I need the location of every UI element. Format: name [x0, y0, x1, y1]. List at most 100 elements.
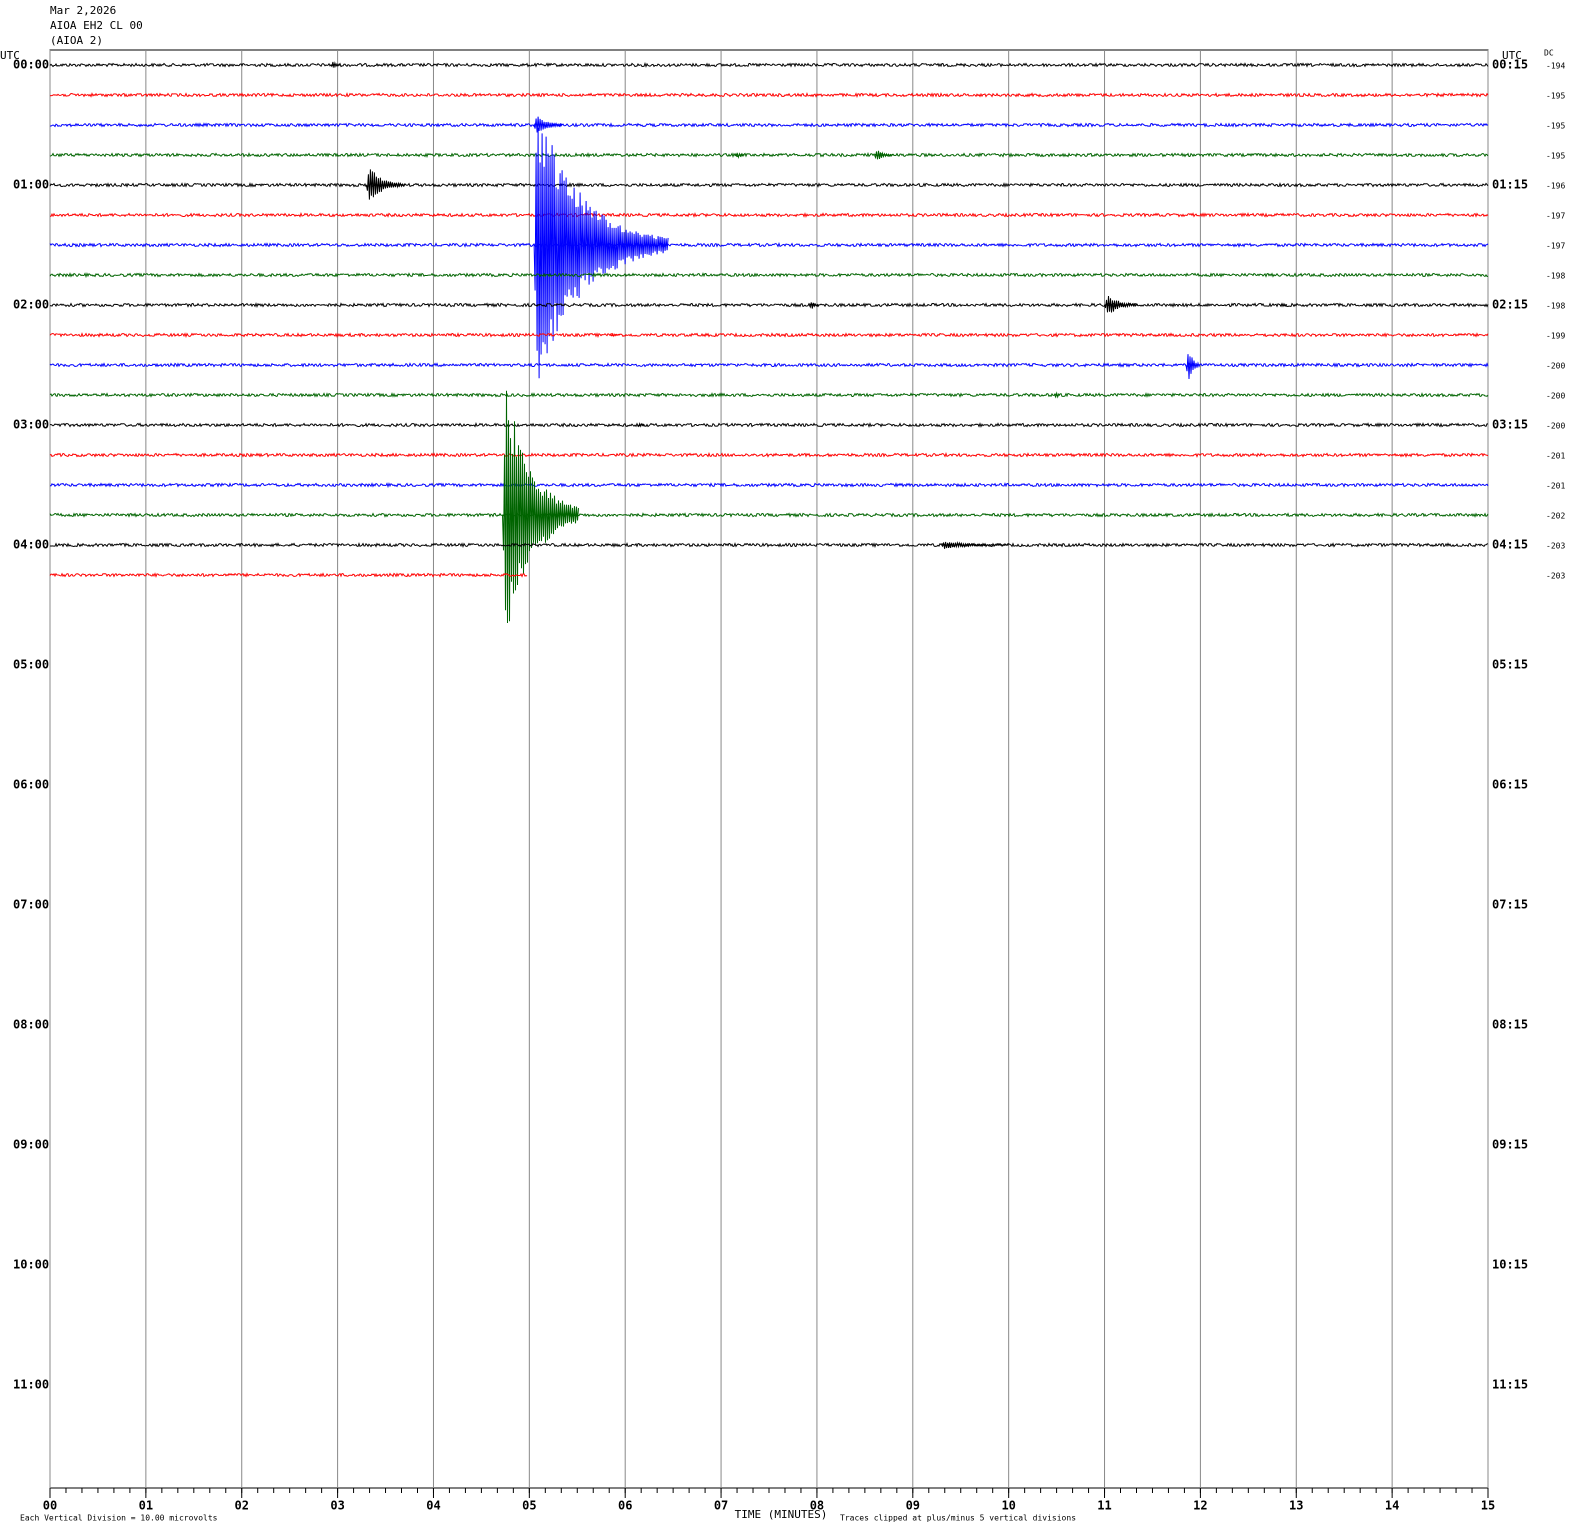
dc-title: DC [1544, 49, 1554, 58]
seismic-event [365, 169, 405, 200]
dc-label: -195 [1546, 152, 1565, 161]
x-tick-label: 10 [1001, 1499, 1015, 1513]
x-tick-label: 13 [1289, 1499, 1303, 1513]
x-tick-label: 03 [330, 1499, 344, 1513]
dc-label: -199 [1546, 332, 1565, 341]
right-time-label: 00:15 [1492, 58, 1528, 72]
header-line: Mar 2,2026 [50, 4, 116, 17]
trace [49, 542, 1489, 549]
seismic-event [533, 127, 669, 379]
trace [49, 152, 1489, 158]
left-time-label: 07:00 [13, 898, 49, 912]
seismic-event [874, 150, 894, 160]
right-time-label: 07:15 [1492, 898, 1528, 912]
x-tick-label: 06 [618, 1499, 632, 1513]
dc-label: -202 [1546, 512, 1565, 521]
left-time-label: 03:00 [13, 418, 49, 432]
dc-label: -198 [1546, 272, 1565, 281]
plot-frame [49, 49, 1489, 1489]
left-time-label: 05:00 [13, 658, 49, 672]
trace [49, 572, 528, 578]
right-time-label: 01:15 [1492, 178, 1528, 192]
x-tick-label: 15 [1481, 1499, 1495, 1513]
seismic-event [1279, 302, 1288, 308]
right-time-label: 09:15 [1492, 1138, 1528, 1152]
seismic-event [533, 116, 563, 133]
right-time-label: 06:15 [1492, 778, 1528, 792]
left-time-label: 09:00 [13, 1138, 49, 1152]
footer-right: Traces clipped at plus/minus 5 vertical … [840, 1514, 1076, 1523]
left-time-label: 11:00 [13, 1378, 49, 1392]
dc-label: -198 [1546, 302, 1565, 311]
trace [49, 512, 1489, 518]
left-time-label: 06:00 [13, 778, 49, 792]
seismic-event [1103, 295, 1138, 313]
trace [49, 451, 1489, 458]
right-time-label: 04:15 [1492, 538, 1528, 552]
dc-label: -200 [1546, 392, 1565, 401]
left-time-label: 02:00 [13, 298, 49, 312]
x-tick-label: 14 [1385, 1499, 1399, 1513]
seismic-event [808, 302, 819, 309]
dc-label: -197 [1546, 212, 1565, 221]
x-tick-label: 08 [810, 1499, 824, 1513]
right-time-label: 08:15 [1492, 1018, 1528, 1032]
dc-label: -203 [1546, 572, 1565, 581]
x-tick-label: 07 [714, 1499, 728, 1513]
dc-label: -201 [1546, 482, 1565, 491]
seismic-event [1185, 354, 1201, 380]
x-axis-title: TIME (MINUTES) [735, 1508, 828, 1521]
header-line: (AIOA 2) [50, 34, 103, 47]
seismic-event [502, 390, 579, 624]
x-tick-label: 12 [1193, 1499, 1207, 1513]
seismic-event [941, 541, 1009, 549]
left-axis-title: UTC [0, 49, 20, 62]
left-time-label: 08:00 [13, 1018, 49, 1032]
dc-label: -194 [1546, 62, 1565, 71]
right-time-label: 03:15 [1492, 418, 1528, 432]
right-time-label: 11:15 [1492, 1378, 1528, 1392]
x-tick-label: 04 [426, 1499, 440, 1513]
footer-left: Each Vertical Division = 10.00 microvolt… [20, 1514, 218, 1523]
x-tick-label: 05 [522, 1499, 536, 1513]
seismic-event [637, 422, 645, 428]
seismic-event [330, 61, 341, 68]
x-tick-label: 09 [906, 1499, 920, 1513]
trace [49, 422, 1488, 428]
dc-label: -200 [1546, 362, 1565, 371]
left-time-label: 04:00 [13, 538, 49, 552]
dc-label: -200 [1546, 422, 1565, 431]
trace [49, 302, 1489, 308]
dc-label: -203 [1546, 542, 1565, 551]
right-axis-title: UTC [1502, 49, 1522, 62]
trace [49, 241, 1489, 248]
right-time-label: 10:15 [1492, 1258, 1528, 1272]
right-time-label: 05:15 [1492, 658, 1528, 672]
trace [49, 182, 1489, 188]
trace [49, 332, 1489, 339]
header-line: AIOA EH2 CL 00 [50, 19, 143, 32]
dc-label: -195 [1546, 122, 1565, 131]
left-time-label: 01:00 [13, 178, 49, 192]
trace [49, 482, 1489, 489]
seismic-event [734, 152, 745, 160]
trace [49, 61, 1489, 68]
dc-label: -195 [1546, 92, 1565, 101]
dc-label: -201 [1546, 452, 1565, 461]
trace [49, 392, 1489, 398]
left-time-label: 00:00 [13, 58, 49, 72]
trace [49, 122, 1489, 128]
left-time-label: 10:00 [13, 1258, 49, 1272]
trace [49, 92, 1489, 98]
seismic-event [609, 332, 621, 338]
seismic-event [1054, 391, 1061, 399]
dc-label: -197 [1546, 242, 1565, 251]
right-time-label: 02:15 [1492, 298, 1528, 312]
trace [49, 272, 1489, 279]
x-tick-label: 00 [43, 1499, 57, 1513]
trace [50, 212, 1489, 218]
x-tick-label: 01 [139, 1499, 153, 1513]
dc-label: -196 [1546, 182, 1565, 191]
x-tick-label: 11 [1097, 1499, 1111, 1513]
